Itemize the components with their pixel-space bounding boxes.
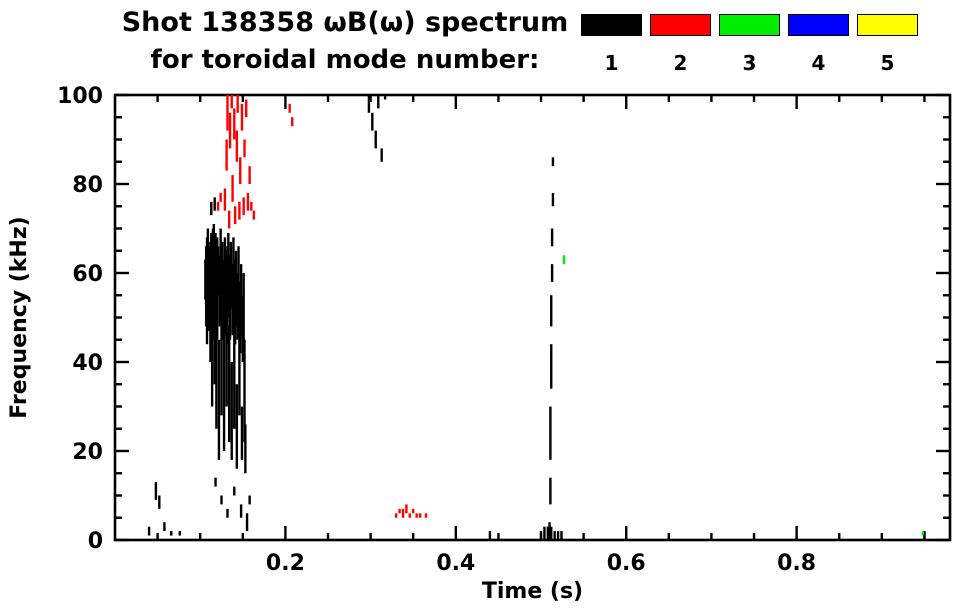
legend-label-mode-2: 2 (673, 51, 688, 75)
series-mode-3 (562, 255, 924, 536)
legend-item-mode-2: 2 (650, 14, 711, 75)
x-tick-label: 0.6 (607, 551, 646, 576)
chart-title-line2: for toroidal mode number: (150, 44, 540, 75)
x-tick-label: 0.8 (777, 551, 816, 576)
legend-item-mode-3: 3 (719, 14, 780, 75)
x-tick-label: 0.4 (436, 551, 475, 576)
legend-swatch-mode-4 (788, 14, 849, 36)
y-tick-label: 60 (72, 262, 103, 287)
chart-title-line1: Shot 138358 ωB(ω) spectrum (121, 7, 569, 38)
y-tick-label: 100 (57, 84, 103, 109)
plot-frame (113, 93, 952, 542)
legend-swatch-mode-1 (581, 14, 642, 36)
legend: 1 2 3 4 5 (581, 14, 918, 75)
legend-label-mode-1: 1 (604, 51, 619, 75)
y-tick-label: 20 (72, 440, 103, 465)
y-tick-label: 80 (72, 173, 103, 198)
x-axis-title: Time (s) (482, 579, 583, 604)
series-mode-1 (147, 95, 926, 540)
legend-item-mode-1: 1 (581, 14, 642, 75)
legend-item-mode-4: 4 (788, 14, 849, 75)
legend-swatch-mode-5 (857, 14, 918, 36)
legend-label-mode-5: 5 (880, 51, 895, 75)
legend-swatch-mode-3 (719, 14, 780, 36)
legend-label-mode-3: 3 (742, 51, 757, 75)
legend-label-mode-4: 4 (811, 51, 826, 75)
y-tick-label: 0 (88, 529, 103, 554)
legend-swatch-mode-2 (650, 14, 711, 36)
legend-item-mode-5: 5 (857, 14, 918, 75)
tick-labels: 0.2 0.4 0.6 0.8 0 20 40 60 80 100 (57, 84, 816, 576)
series-mode-2 (216, 95, 428, 518)
chart-title: Shot 138358 ωB(ω) spectrum for toroidal … (105, 6, 585, 76)
y-tick-label: 40 (72, 351, 103, 376)
axes (113, 93, 952, 542)
x-tick-label: 0.2 (266, 551, 305, 576)
y-axis-title: Frequency (kHz) (7, 216, 32, 418)
